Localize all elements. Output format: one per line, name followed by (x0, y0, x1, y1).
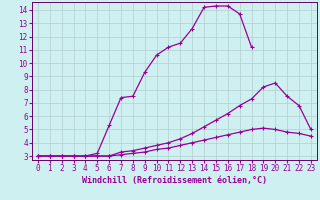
X-axis label: Windchill (Refroidissement éolien,°C): Windchill (Refroidissement éolien,°C) (82, 176, 267, 185)
